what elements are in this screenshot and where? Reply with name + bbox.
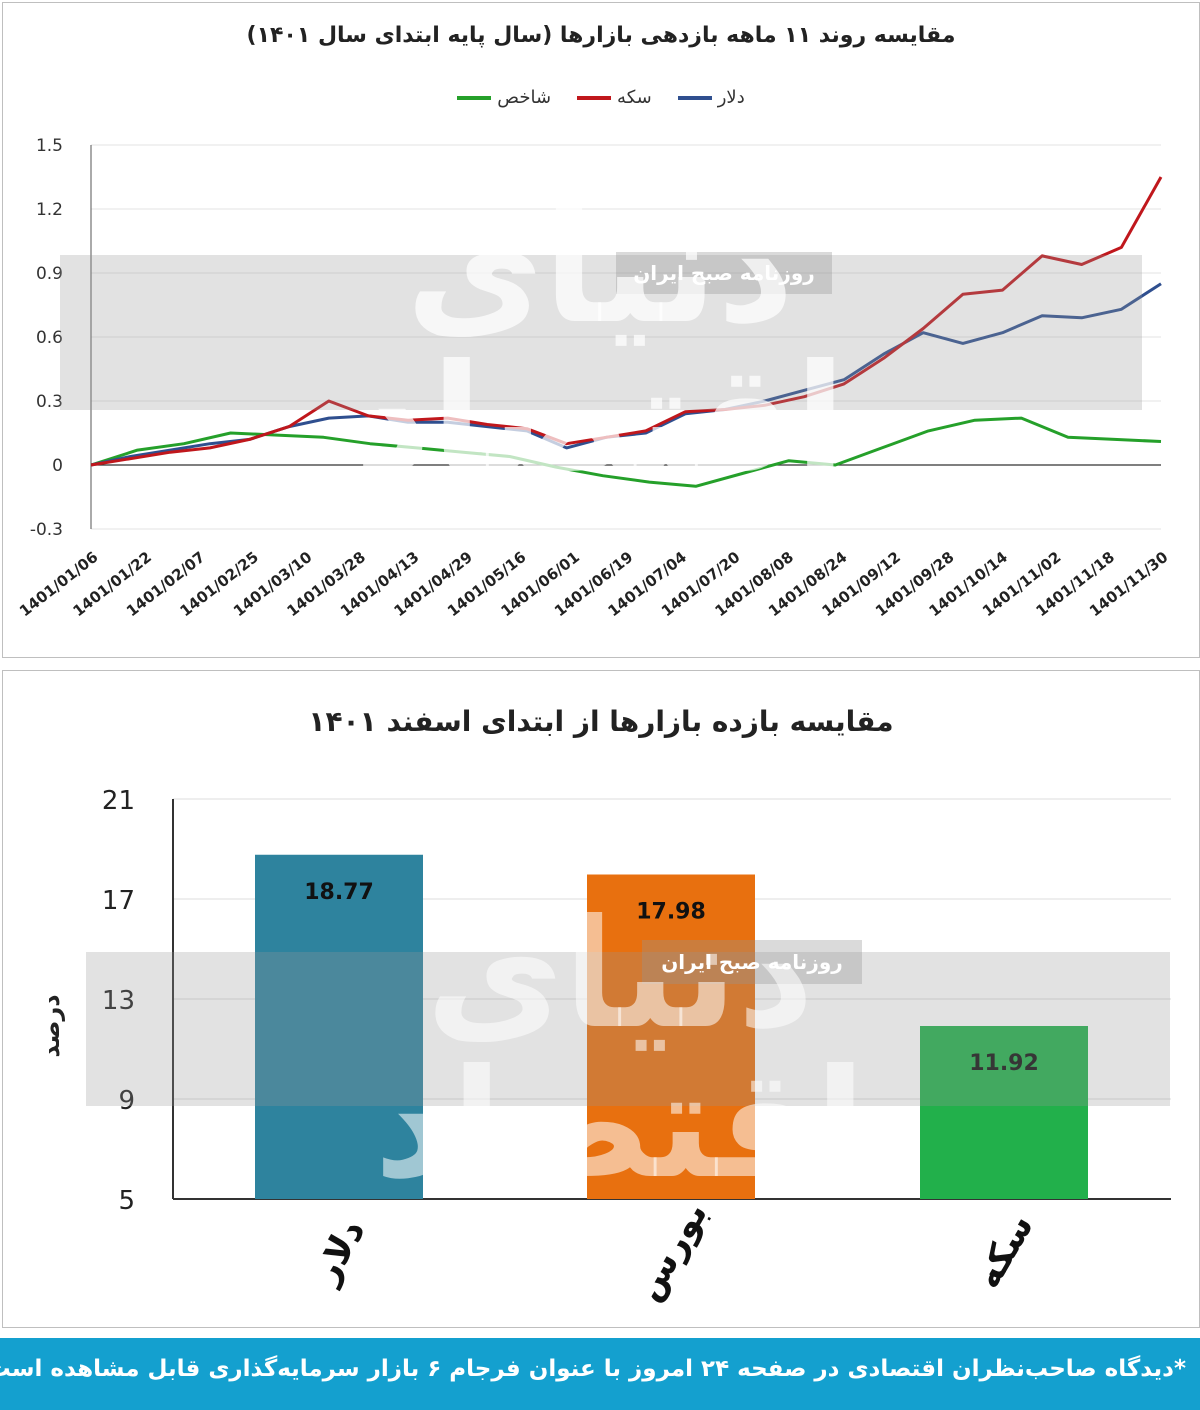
bar-chart-svg: 21 17 13 9 5 درصد 18.77 دلار 17.98 بورس 11.92 سکه — [37, 786, 1171, 1308]
legend-label-coin: سکه — [617, 87, 652, 108]
y-tick-label: 17 — [102, 886, 135, 916]
bar-chart-title: مقایسه بازده بازارها از ابتدای اسفند ۱۴۰… — [308, 705, 894, 738]
bar-data-label: 17.98 — [636, 900, 706, 925]
series-line-index — [90, 416, 1162, 488]
bar-1 — [587, 874, 755, 1199]
legend-item-coin: سکه — [577, 87, 652, 108]
y-tick-label: 0.3 — [36, 392, 63, 412]
y-tick-label: 1.5 — [36, 136, 63, 156]
legend-label-dollar: دلار — [717, 87, 745, 108]
category-label: سکه — [967, 1207, 1042, 1295]
y-tick-label: 0 — [52, 456, 63, 476]
y-tick-label: 0.6 — [36, 328, 63, 348]
y-tick-label: 1.2 — [36, 200, 63, 220]
y-tick-label: 21 — [102, 786, 135, 816]
bar-data-label: 11.92 — [969, 1051, 1039, 1076]
legend-item-index: شاخص — [457, 87, 551, 108]
y-tick-label: -0.3 — [30, 520, 63, 540]
category-label: بورس — [627, 1195, 716, 1308]
legend-swatch-coin — [577, 95, 612, 100]
line-chart-title: مقایسه روند ۱۱ ماهه بازدهی بازارها (سال … — [246, 23, 956, 48]
bar-chart-panel: مقایسه بازده بازارها از ابتدای اسفند ۱۴۰… — [2, 670, 1200, 1328]
line-chart-panel: مقایسه روند ۱۱ ماهه بازدهی بازارها (سال … — [2, 2, 1200, 658]
legend-swatch-dollar — [677, 95, 712, 100]
legend-item-dollar: دلار — [677, 87, 745, 108]
series-line-coin — [90, 176, 1163, 467]
y-tick-label: 13 — [102, 986, 135, 1016]
bar-data-label: 18.77 — [304, 880, 374, 905]
y-tick-label: 5 — [118, 1186, 135, 1216]
bar-2 — [920, 1026, 1088, 1199]
bar-0 — [255, 854, 423, 1199]
y-tick-label: 0.9 — [36, 264, 63, 284]
legend-swatch-index — [457, 95, 492, 100]
y-axis-label: درصد — [37, 994, 65, 1057]
category-label: دلار — [304, 1212, 374, 1291]
line-chart-svg: 1.51.20.90.60.30-0.31401/01/061401/01/22… — [16, 136, 1172, 620]
line-chart-legend: دلار سکه شاخص — [3, 87, 1199, 108]
footer-note: *دیدگاه صاحب‌نظران اقتصادی در صفحه ۲۴ ام… — [0, 1356, 1186, 1382]
y-tick-label: 9 — [118, 1086, 135, 1116]
legend-label-index: شاخص — [497, 87, 552, 108]
footer-banner: *دیدگاه صاحب‌نظران اقتصادی در صفحه ۲۴ ام… — [0, 1338, 1200, 1410]
